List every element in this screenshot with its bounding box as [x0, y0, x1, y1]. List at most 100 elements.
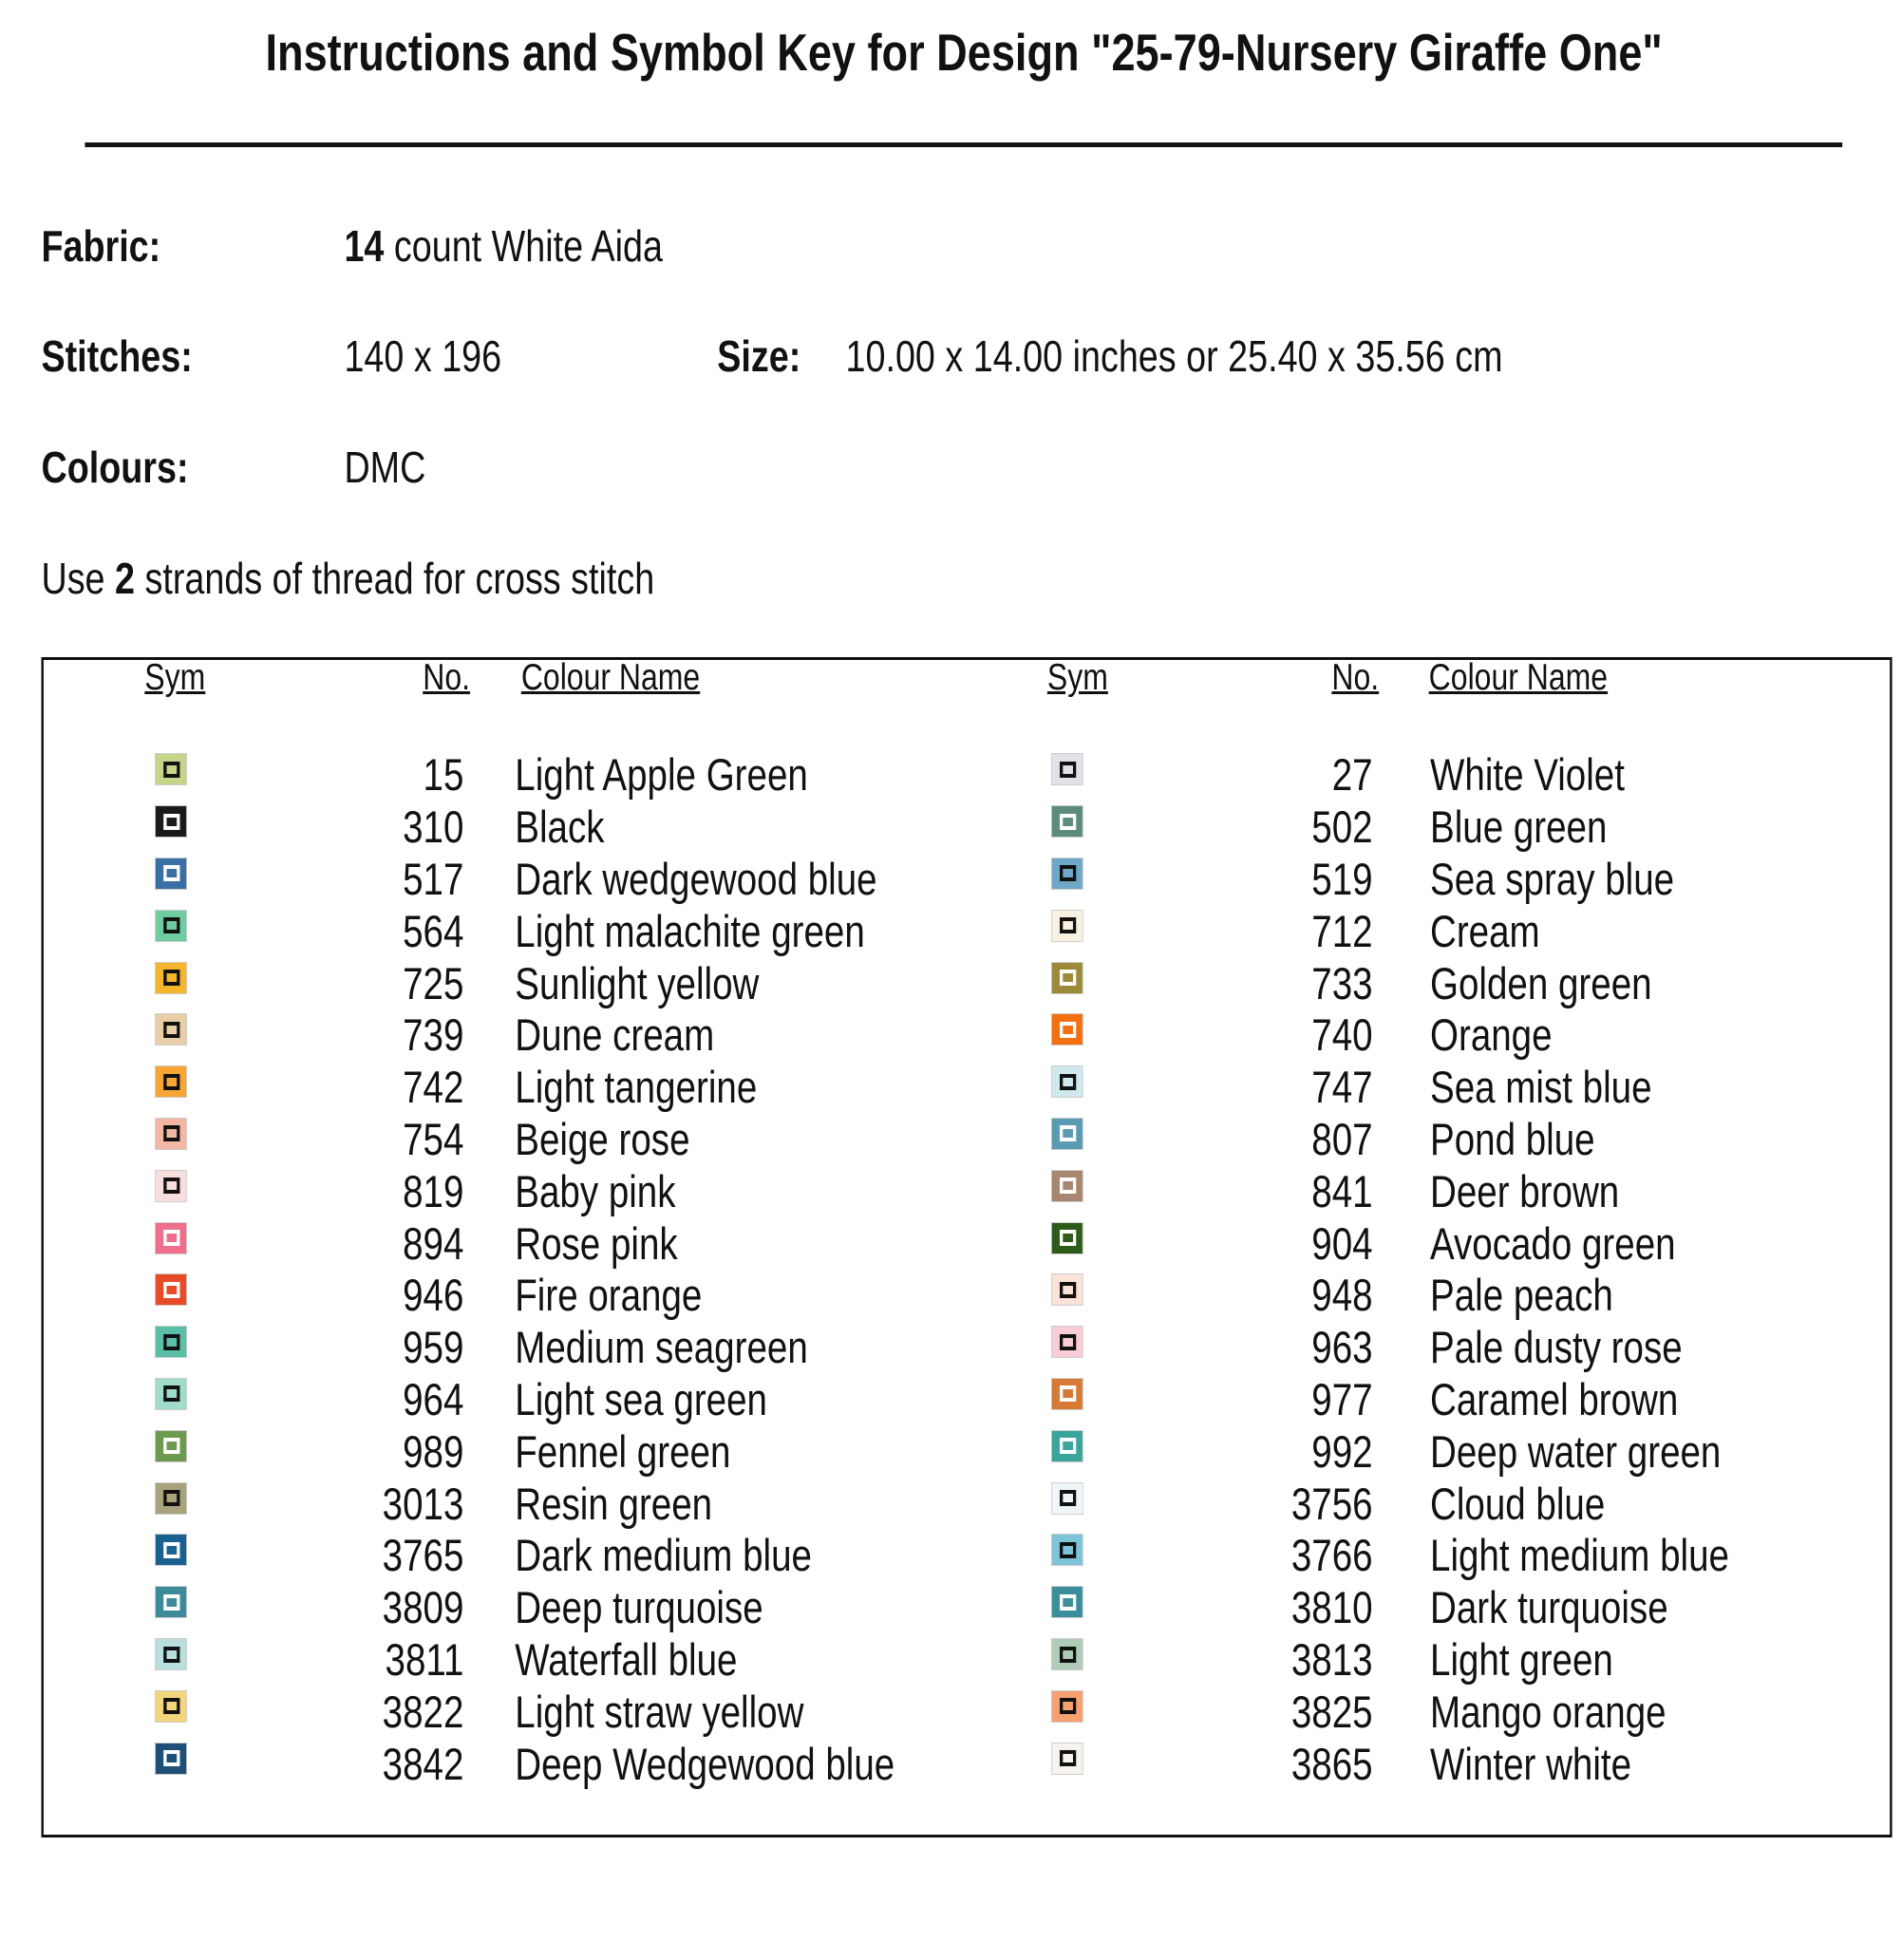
symbol-glyph — [1060, 865, 1077, 882]
colour-number: 3013 — [382, 1478, 464, 1529]
symbol — [154, 961, 187, 994]
symbol — [1050, 1429, 1083, 1462]
colour-name: Dark turquoise — [1430, 1582, 1668, 1633]
colour-number: 3766 — [1290, 1530, 1373, 1581]
colour-name: Golden green — [1430, 957, 1652, 1008]
title-rule — [85, 142, 1843, 147]
instruction-before: Use — [41, 554, 105, 603]
symbol — [154, 1586, 187, 1619]
symbol — [1050, 1326, 1083, 1359]
title: Instructions and Symbol Key for Design "… — [265, 23, 1663, 82]
colour-name: Dark wedgewood blue — [515, 853, 877, 904]
colour-name: Sea spray blue — [1430, 853, 1675, 904]
colour-number: 904 — [1311, 1217, 1373, 1269]
colour-number: 3825 — [1290, 1686, 1373, 1737]
symbol-glyph — [163, 865, 180, 882]
fabric-label: Fabric: — [41, 221, 161, 271]
colour-name: Light malachite green — [515, 905, 865, 956]
colour-number: 3813 — [1290, 1634, 1373, 1686]
header-no: No. — [1331, 657, 1380, 699]
symbol — [154, 1378, 187, 1411]
colour-name: Dune cream — [515, 1009, 715, 1061]
symbol — [1050, 857, 1083, 890]
symbol-glyph — [163, 1646, 180, 1663]
instruction-strands: 2 — [115, 554, 136, 603]
symbol-glyph — [1060, 1230, 1077, 1247]
colour-name: Sea mist blue — [1430, 1062, 1652, 1113]
symbol — [154, 1326, 187, 1359]
colour-number: 964 — [403, 1374, 464, 1425]
colour-name: Avocado green — [1430, 1217, 1676, 1269]
colour-name: Cream — [1430, 905, 1540, 956]
colour-name: Deep water green — [1430, 1425, 1722, 1477]
header-colour-name: Colour Name — [1428, 657, 1609, 699]
symbol-glyph — [163, 1281, 180, 1298]
colour-name: Light Apple Green — [515, 749, 808, 801]
symbol — [154, 1013, 187, 1046]
colour-name: Black — [515, 801, 605, 853]
symbol — [1050, 1013, 1083, 1046]
colour-number: 992 — [1311, 1425, 1373, 1477]
symbol — [154, 1429, 187, 1462]
symbol-glyph — [163, 1178, 180, 1195]
symbol-glyph — [1060, 1438, 1077, 1455]
symbol-glyph — [163, 1593, 180, 1611]
colour-number: 27 — [1331, 749, 1373, 801]
symbol — [154, 1273, 187, 1307]
symbol-glyph — [163, 1125, 180, 1142]
symbol — [1050, 1481, 1083, 1515]
colour-name: Fire orange — [515, 1270, 703, 1321]
symbol — [1050, 753, 1083, 786]
symbol-glyph — [1060, 1646, 1077, 1663]
header-sym: Sym — [1046, 657, 1108, 699]
stitches-label: Stitches: — [41, 331, 193, 381]
instruction-after: strands of thread for cross stitch — [144, 554, 655, 603]
symbol — [154, 1638, 187, 1671]
symbol — [1050, 1534, 1083, 1567]
symbol-glyph — [163, 813, 180, 830]
symbol-glyph — [1060, 813, 1077, 830]
colour-name: Medium seagreen — [515, 1322, 808, 1373]
colour-name: Light sea green — [515, 1374, 767, 1425]
colour-number: 3810 — [1290, 1582, 1373, 1633]
colour-name: Baby pink — [515, 1165, 676, 1216]
header-colour-name: Colour Name — [520, 657, 701, 699]
symbol-glyph — [1060, 1698, 1077, 1715]
symbol-glyph — [1060, 1385, 1077, 1403]
fabric-text: count White Aida — [393, 221, 663, 271]
symbol — [1050, 1118, 1083, 1150]
colour-number: 977 — [1311, 1374, 1373, 1425]
colours-value: DMC — [344, 443, 426, 492]
colour-number: 948 — [1311, 1270, 1373, 1321]
symbol — [1050, 1065, 1083, 1099]
header-sym: Sym — [144, 657, 206, 699]
colour-number: 807 — [1311, 1114, 1373, 1164]
colour-number: 894 — [403, 1217, 464, 1269]
symbol — [154, 1689, 187, 1723]
symbol — [154, 1481, 187, 1515]
colour-name: Waterfall blue — [515, 1634, 738, 1686]
colour-number: 819 — [403, 1165, 464, 1216]
symbol — [154, 805, 187, 839]
symbol-glyph — [1060, 1021, 1077, 1038]
symbol — [154, 1169, 187, 1202]
colour-number: 963 — [1311, 1322, 1373, 1373]
colour-name: Sunlight yellow — [515, 957, 760, 1008]
symbol-glyph — [1060, 1333, 1077, 1350]
symbol-glyph — [1060, 1750, 1077, 1767]
colour-name: Deer brown — [1430, 1165, 1620, 1216]
colour-name: Dark medium blue — [515, 1530, 812, 1581]
symbol-glyph — [163, 1073, 180, 1090]
colour-name: Resin green — [515, 1478, 713, 1529]
colour-name: Caramel brown — [1430, 1374, 1679, 1425]
colour-name: Rose pink — [515, 1217, 678, 1269]
colour-name: Light medium blue — [1430, 1530, 1729, 1581]
colour-number: 739 — [403, 1009, 464, 1061]
colour-number: 742 — [403, 1062, 464, 1113]
colour-name: Light straw yellow — [515, 1686, 804, 1737]
symbol — [1050, 961, 1083, 994]
symbol-glyph — [1060, 970, 1077, 987]
symbol-glyph — [163, 1333, 180, 1350]
